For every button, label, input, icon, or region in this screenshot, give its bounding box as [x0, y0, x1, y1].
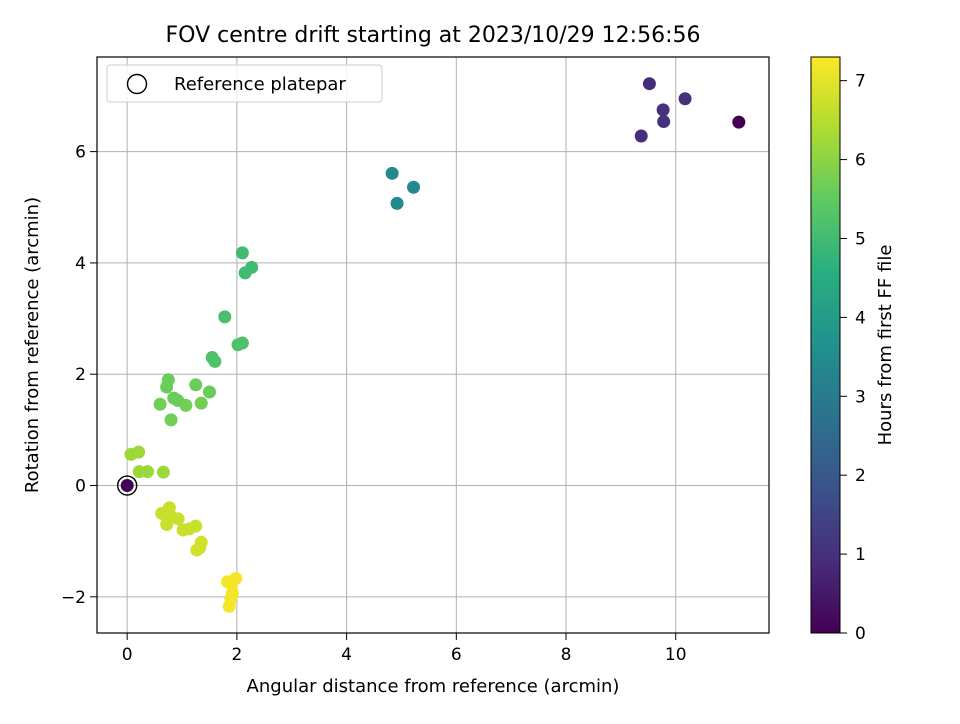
- data-point: [153, 397, 167, 411]
- data-point: [642, 77, 656, 91]
- data-point: [208, 354, 222, 368]
- colorbar-tick-label: 6: [855, 151, 866, 171]
- x-tick-label: 10: [665, 645, 687, 665]
- chart-title: FOV centre drift starting at 2023/10/29 …: [166, 23, 701, 48]
- y-tick-label: 6: [75, 143, 86, 163]
- x-tick-label: 6: [451, 645, 462, 665]
- legend-box: [106, 64, 383, 103]
- y-tick-label: 2: [75, 365, 86, 385]
- colorbar-label: Hours from first FF file: [875, 245, 896, 446]
- reference-point-marker: [116, 475, 138, 496]
- plot-frame: [96, 56, 770, 634]
- x-tick-label: 0: [122, 645, 133, 665]
- data-point: [189, 519, 203, 533]
- colorbar-ticks: 0 1 2 3 4 5 6 7: [840, 72, 866, 644]
- y-tick-label: 4: [75, 254, 86, 274]
- data-point: [235, 246, 249, 260]
- data-point: [218, 310, 232, 324]
- colorbar: 0 1 2 3 4 5 6 7 Hours from first FF file: [810, 56, 896, 644]
- colorbar-tick-label: 7: [855, 72, 866, 92]
- reference-marker-group: [116, 475, 138, 496]
- x-tick-label: 8: [561, 645, 572, 665]
- colorbar-frame: [810, 56, 841, 634]
- data-point: [238, 266, 252, 280]
- grid: [97, 57, 769, 633]
- colorbar-tick-label: 5: [855, 229, 866, 249]
- data-point: [231, 338, 245, 352]
- data-point: [657, 115, 671, 129]
- data-point: [140, 465, 154, 479]
- colorbar-tick-label: 4: [855, 308, 866, 328]
- data-point: [120, 479, 134, 493]
- x-tick-label: 2: [231, 645, 242, 665]
- data-point: [171, 512, 185, 526]
- data-point: [160, 380, 174, 394]
- data-point: [194, 396, 208, 410]
- colorbar-tick-label: 2: [855, 466, 866, 486]
- y-axis-label: Rotation from reference (arcmin): [22, 197, 43, 493]
- data-point: [164, 413, 178, 427]
- legend: Reference platepar: [106, 64, 383, 103]
- data-point: [132, 445, 146, 459]
- y-tick-label: 0: [75, 477, 86, 497]
- data-point: [160, 517, 174, 531]
- colorbar-gradient: [811, 57, 840, 633]
- data-point: [656, 103, 670, 117]
- data-point: [732, 115, 746, 129]
- data-point: [189, 378, 203, 392]
- y-axis-ticks: −2 0 2 4 6: [61, 143, 97, 608]
- data-point: [156, 465, 170, 479]
- data-point: [202, 385, 216, 399]
- data-point: [222, 599, 236, 613]
- legend-label: Reference platepar: [174, 74, 346, 95]
- x-tick-label: 4: [341, 645, 352, 665]
- x-axis-label: Angular distance from reference (arcmin): [247, 676, 620, 697]
- data-point: [634, 129, 648, 143]
- data-point: [179, 398, 193, 412]
- colorbar-tick-label: 3: [855, 387, 866, 407]
- x-axis-ticks: 0 2 4 6 8 10: [122, 633, 687, 665]
- y-tick-label: −2: [61, 588, 86, 608]
- data-point: [407, 180, 421, 194]
- data-point: [390, 196, 404, 210]
- data-point: [678, 92, 692, 106]
- data-points: [120, 77, 746, 613]
- colorbar-tick-label: 0: [855, 624, 866, 644]
- colorbar-tick-label: 1: [855, 545, 866, 565]
- data-point: [190, 543, 204, 557]
- data-point: [385, 166, 399, 180]
- legend-marker-icon: [126, 73, 148, 95]
